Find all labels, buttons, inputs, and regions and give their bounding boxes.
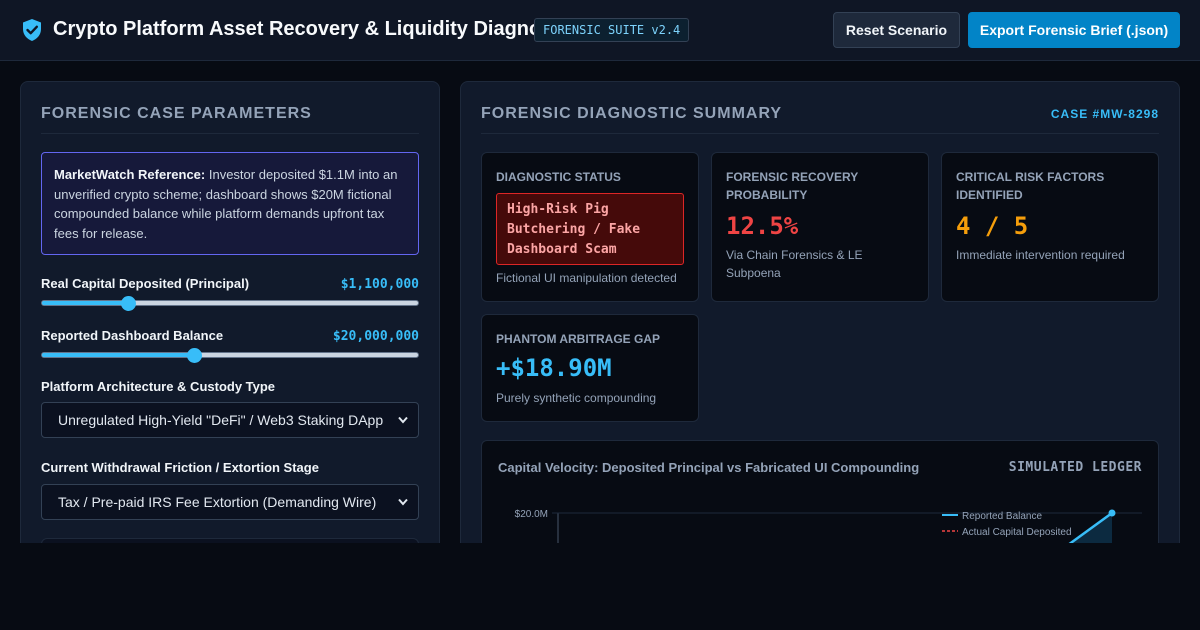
card-note: Via Chain Forensics & LE Subpoena — [726, 248, 863, 280]
data-point — [1108, 509, 1116, 517]
case-parameters-panel: Forensic Case Parameters MarketWatch Ref… — [20, 81, 440, 543]
arbitrage-gap-value: +$18.90M — [496, 354, 612, 382]
reference-text: Investor deposited $1.1M into an unverif… — [54, 167, 398, 241]
export-brief-button[interactable]: Export Forensic Brief (.json) — [968, 12, 1180, 48]
stage-select[interactable]: Tax / Pre-paid IRS Fee Extortion (Demand… — [41, 484, 419, 520]
main-content: Forensic Case Parameters MarketWatch Ref… — [0, 61, 1200, 543]
chevron-down-icon — [398, 498, 408, 506]
divider — [481, 133, 1159, 134]
legend-label: Reported Balance — [962, 511, 1042, 522]
chevron-down-icon — [398, 416, 408, 424]
principal-slider[interactable] — [41, 296, 419, 311]
card-note: Immediate intervention required — [956, 248, 1125, 262]
panel-heading: Forensic Diagnostic Summary — [481, 105, 783, 122]
card-note: Fictional UI manipulation detected — [496, 271, 677, 285]
case-id: CASE #MW-8298 — [1050, 107, 1159, 121]
card-title: Diagnostic Status — [496, 170, 621, 184]
balance-value: $20,000,000 — [332, 329, 419, 344]
card-title: Forensic Recovery Probability — [726, 170, 859, 202]
recovery-probability: 12.5% — [726, 212, 799, 240]
shield-check-icon — [23, 19, 41, 41]
custody-select[interactable]: Unregulated High-Yield "DeFi" / Web3 Sta… — [41, 402, 419, 438]
slider-fill — [42, 301, 129, 305]
custody-label: Platform Architecture & Custody Type — [41, 379, 276, 394]
version-badge: FORENSIC SUITE v2.4 — [534, 18, 690, 42]
principal-value: $1,100,000 — [340, 277, 419, 292]
recovery-card: Forensic Recovery Probability 12.5% Via … — [711, 152, 929, 302]
status-card: Diagnostic Status High-Risk Pig Butcheri… — [481, 152, 699, 302]
chart-canvas: $20.0M Reported Balance Actual Capital D… — [515, 509, 1142, 543]
chart-tag: SIMULATED LEDGER — [1008, 460, 1142, 475]
legend-label: Actual Capital Deposited — [962, 527, 1072, 538]
balance-label: Reported Dashboard Balance — [41, 328, 224, 343]
capital-velocity-chart: Capital Velocity: Deposited Principal vs… — [481, 440, 1159, 543]
slider-thumb[interactable] — [121, 296, 137, 311]
divider — [41, 133, 419, 134]
balance-slider[interactable] — [41, 348, 419, 363]
collapsed-section — [41, 538, 419, 543]
arbitrage-gap-card: Phantom Arbitrage Gap +$18.90M Purely sy… — [481, 314, 699, 422]
panel-heading: Forensic Case Parameters — [41, 105, 312, 122]
reported-balance-line — [1068, 511, 1113, 543]
custody-selected-value: Unregulated High-Yield "DeFi" / Web3 Sta… — [58, 412, 384, 428]
reference-callout: MarketWatch Reference: Investor deposite… — [41, 152, 419, 255]
diagnostic-summary-panel: Forensic Diagnostic Summary CASE #MW-829… — [460, 81, 1180, 543]
reference-label: MarketWatch Reference: — [54, 167, 206, 182]
slider-fill — [42, 353, 195, 357]
stage-label: Current Withdrawal Friction / Extortion … — [41, 460, 319, 475]
stage-selected-value: Tax / Pre-paid IRS Fee Extortion (Demand… — [58, 494, 377, 510]
principal-label: Real Capital Deposited (Principal) — [41, 276, 250, 291]
chart-title: Capital Velocity: Deposited Principal vs… — [498, 460, 920, 475]
top-bar: Crypto Platform Asset Recovery & Liquidi… — [0, 0, 1200, 61]
reset-scenario-button[interactable]: Reset Scenario — [833, 12, 960, 48]
card-note: Purely synthetic compounding — [496, 391, 657, 405]
card-title: Critical Risk Factors Identified — [956, 170, 1105, 202]
status-badge: High-Risk Pig Butchering / Fake Dashboar… — [496, 193, 684, 265]
risk-factor-count: 4 / 5 — [956, 212, 1029, 240]
card-title: Phantom Arbitrage Gap — [496, 332, 661, 346]
app-title: Crypto Platform Asset Recovery & Liquidi… — [53, 18, 576, 40]
risk-card: Critical Risk Factors Identified 4 / 5 I… — [941, 152, 1159, 302]
slider-thumb[interactable] — [187, 348, 203, 363]
y-tick-label: $20.0M — [515, 509, 548, 520]
